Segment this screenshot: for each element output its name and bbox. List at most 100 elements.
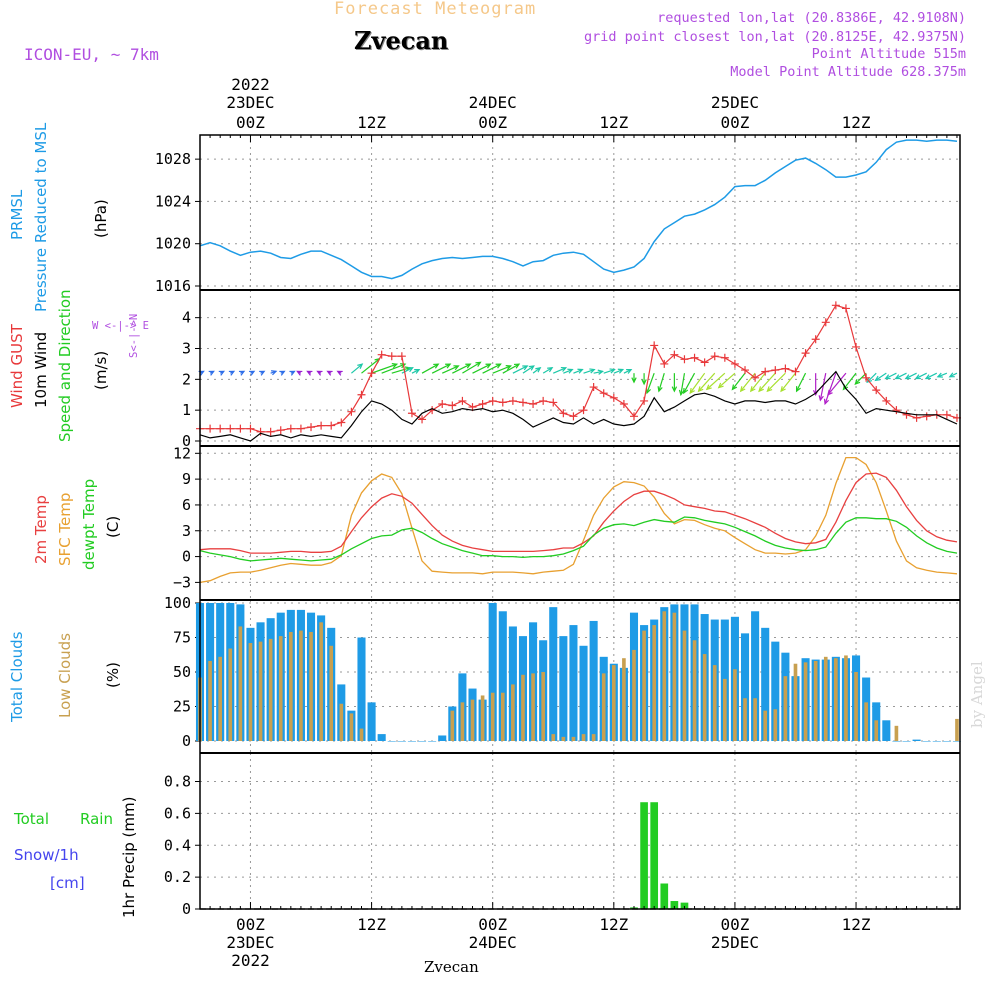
wind-arrow — [766, 372, 786, 392]
bottom-time-label: 12Z — [842, 915, 871, 934]
wind-arrow — [573, 369, 583, 374]
wind-arrow-head — [597, 369, 604, 375]
total-cloud-bar — [418, 741, 427, 742]
y-tick-label: 12 — [173, 444, 191, 462]
wind-arrow — [683, 372, 696, 394]
bottom-time-label: 12Z — [599, 915, 628, 934]
low-cloud-bar — [238, 626, 243, 741]
wind-arrow-head — [495, 363, 502, 369]
low-cloud-bar — [622, 658, 626, 741]
wind-arrow-head — [218, 370, 226, 376]
total-cloud-bar — [912, 739, 921, 741]
wind-gust-line — [200, 304, 958, 433]
wind-gust-marker — [286, 424, 295, 433]
wind-gust-marker — [872, 386, 881, 395]
low-cloud-bar — [763, 710, 768, 741]
wind-arrow-head — [936, 372, 943, 378]
total-rain-label-a: Total — [14, 810, 50, 828]
wind-gust-marker — [438, 400, 447, 408]
grid-point-location: grid point closest lon,lat (20.8125E, 42… — [583, 29, 966, 45]
total-cloud-bar — [549, 607, 558, 741]
wind-arrow-head — [567, 368, 574, 374]
y-tick-label: 6 — [182, 496, 191, 514]
wind-arrow — [441, 365, 459, 374]
wind-arrow — [351, 363, 363, 374]
low-cloud-bar — [591, 734, 596, 741]
rain-bar — [650, 802, 659, 909]
wind-arrow — [842, 372, 857, 390]
wind-arrow — [431, 363, 451, 374]
wind-arrow-head — [306, 370, 313, 376]
low-cloud-bar — [773, 709, 778, 741]
wind-gust-marker — [367, 369, 376, 378]
wind-arrow-head — [465, 363, 472, 369]
total-cloud-bar — [740, 633, 750, 741]
wind-arrow — [583, 368, 595, 374]
low-cloud-bar — [682, 630, 687, 741]
wind-gust-marker — [256, 427, 265, 436]
wind-arrow — [613, 369, 624, 374]
y-tick-label: 1016 — [155, 277, 191, 295]
wind-arrow-head — [894, 374, 901, 380]
wind-gust-marker — [488, 396, 497, 405]
wind-arrow — [492, 365, 511, 374]
wind-arrow-head — [678, 389, 685, 397]
y-tick-label: 0.2 — [164, 868, 191, 886]
low-cloud-bar — [823, 656, 828, 741]
wind-gust-marker — [811, 335, 820, 344]
wind-arrow-head — [433, 363, 440, 369]
wind-gust-marker — [690, 353, 699, 362]
total-cloud-bar — [428, 741, 437, 742]
wind-arrow-head — [522, 365, 529, 371]
low-cloud-bar — [299, 630, 303, 741]
wind-arrow-head — [631, 377, 637, 384]
low-cloud-bar — [712, 665, 717, 741]
wind-arrow — [512, 365, 528, 374]
pressure-line — [199, 139, 958, 280]
wind-arrow — [391, 367, 410, 374]
rain-bar — [680, 902, 689, 909]
wind-arrow-head — [238, 370, 246, 376]
total-cloud-bar — [488, 603, 497, 741]
wind-arrow — [698, 372, 716, 392]
wind-arrow — [553, 367, 567, 374]
top-time-label: 12Z — [842, 113, 871, 132]
wind-arrow — [371, 363, 397, 374]
wind-arrow-head — [823, 398, 830, 406]
footer-station: Zvecan — [424, 958, 479, 976]
wind-arrow-head — [357, 363, 364, 369]
wind-gust-marker — [831, 301, 840, 310]
wind-arrow-head — [326, 370, 333, 376]
wind-arrow-head — [208, 370, 215, 376]
wind-arrow-head — [884, 374, 891, 380]
wind-gust-marker — [407, 409, 416, 418]
low-cloud-bar — [521, 674, 525, 741]
wind-gust-marker — [569, 412, 578, 421]
low-cloud-bar — [702, 654, 707, 741]
low-cloud-bar — [571, 736, 576, 741]
wind-arrow — [646, 372, 655, 394]
low-cloud-bar — [581, 734, 586, 741]
wind-arrow-head — [689, 387, 695, 395]
wind-arrow — [854, 372, 867, 385]
top-time-label: 00Z — [236, 113, 265, 132]
low-cloud-bar — [662, 611, 667, 741]
compass-horizontal: W <-|-> E — [92, 320, 149, 332]
sfc-temp-line — [199, 456, 958, 584]
wind-arrow-head — [717, 382, 724, 389]
low-cloud-bar — [329, 645, 334, 741]
low-cloud-bar — [349, 713, 354, 741]
wind-gust-marker — [377, 350, 386, 359]
y-tick-label: 0 — [182, 548, 191, 566]
y-tick-label: 100 — [164, 594, 191, 612]
low-cloud-bar — [490, 692, 495, 741]
wind-gust-marker — [761, 367, 770, 376]
low-cloud-bar — [611, 665, 616, 741]
wind-gust-marker — [236, 424, 245, 433]
wind-gust-marker — [337, 418, 346, 427]
wind-gust-marker — [640, 396, 649, 405]
wind-arrow — [718, 372, 736, 389]
wind-gust-marker — [650, 341, 659, 350]
total-cloud-bar — [922, 741, 931, 742]
